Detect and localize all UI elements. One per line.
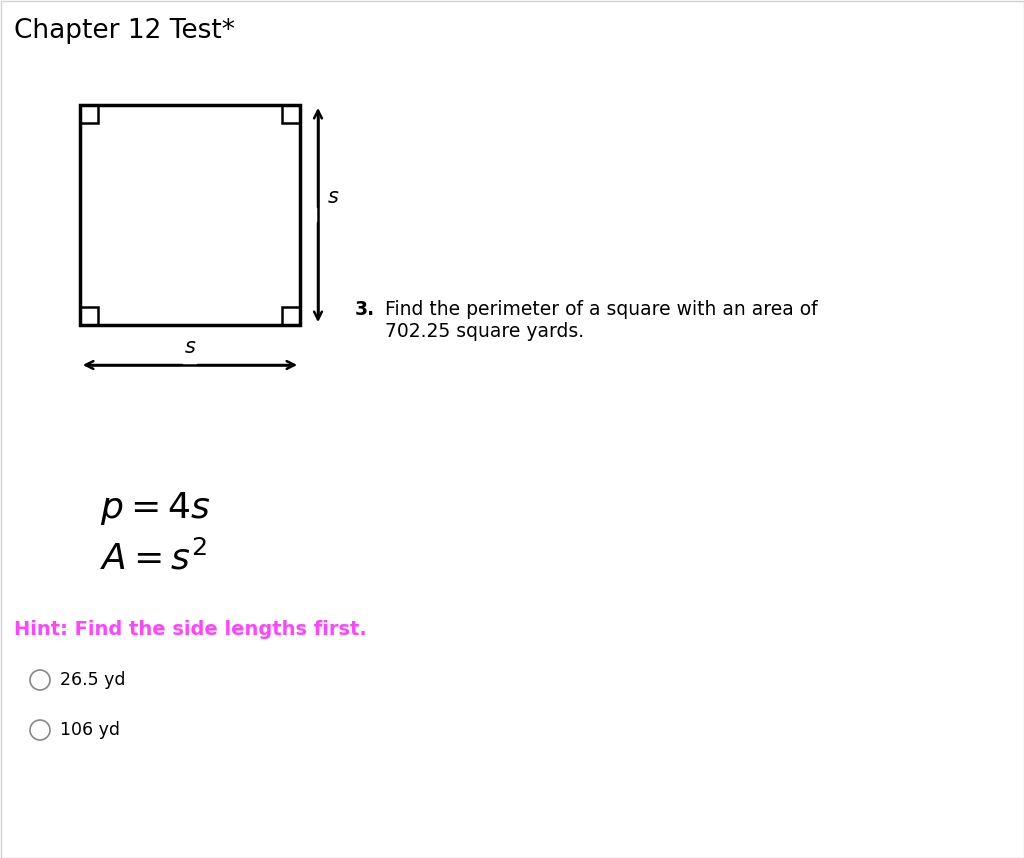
Text: s: s xyxy=(328,187,339,207)
Bar xyxy=(282,307,300,325)
Bar xyxy=(80,105,300,325)
Text: Hint: Find the side lengths first.: Hint: Find the side lengths first. xyxy=(14,620,367,639)
Bar xyxy=(80,105,98,123)
Bar xyxy=(282,105,300,123)
Text: Chapter 12 Test*: Chapter 12 Test* xyxy=(14,18,234,44)
Text: 106 yd: 106 yd xyxy=(60,721,120,739)
Text: $p = 4s$: $p = 4s$ xyxy=(100,490,210,527)
Text: s: s xyxy=(184,337,196,357)
Text: $A = s^2$: $A = s^2$ xyxy=(100,540,207,577)
Text: 3.: 3. xyxy=(355,300,375,319)
Text: Find the perimeter of a square with an area of
702.25 square yards.: Find the perimeter of a square with an a… xyxy=(385,300,817,341)
Bar xyxy=(80,307,98,325)
Text: 26.5 yd: 26.5 yd xyxy=(60,671,126,689)
